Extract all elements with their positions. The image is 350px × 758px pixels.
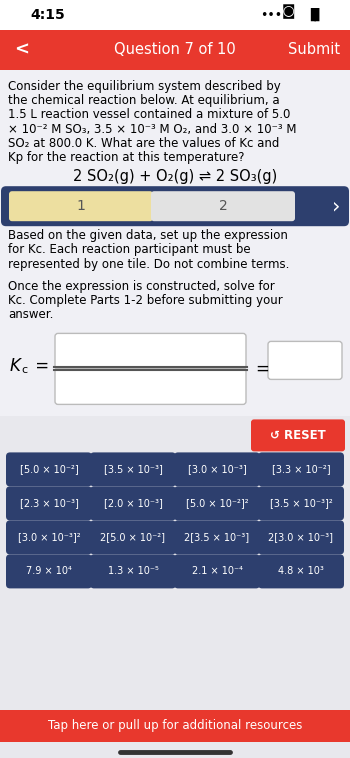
Text: c: c (21, 365, 27, 375)
Text: Kp for the reaction at this temperature?: Kp for the reaction at this temperature? (8, 151, 245, 164)
Text: [3.0 × 10⁻³]: [3.0 × 10⁻³] (188, 465, 246, 475)
FancyBboxPatch shape (90, 453, 176, 487)
Text: ◙: ◙ (282, 5, 295, 19)
FancyBboxPatch shape (258, 487, 344, 521)
FancyBboxPatch shape (0, 710, 350, 742)
Text: 2[5.0 × 10⁻²]: 2[5.0 × 10⁻²] (100, 532, 166, 543)
FancyBboxPatch shape (6, 487, 92, 521)
Text: for Kc. Each reaction participant must be: for Kc. Each reaction participant must b… (8, 243, 251, 256)
Text: 1.5 L reaction vessel contained a mixture of 5.0: 1.5 L reaction vessel contained a mixtur… (8, 108, 290, 121)
Text: [2.3 × 10⁻³]: [2.3 × 10⁻³] (20, 499, 78, 509)
Text: Consider the equilibrium system described by: Consider the equilibrium system describe… (8, 80, 281, 93)
Text: 1.3 × 10⁻⁵: 1.3 × 10⁻⁵ (107, 566, 159, 576)
Text: × 10⁻² M SO₃, 3.5 × 10⁻³ M O₂, and 3.0 × 10⁻³ M: × 10⁻² M SO₃, 3.5 × 10⁻³ M O₂, and 3.0 ×… (8, 123, 296, 136)
FancyBboxPatch shape (6, 453, 92, 487)
Text: •••: ••• (260, 8, 282, 21)
Text: Based on the given data, set up the expression: Based on the given data, set up the expr… (8, 229, 288, 243)
FancyBboxPatch shape (258, 554, 344, 588)
FancyBboxPatch shape (55, 368, 246, 405)
Text: represented by one tile. Do not combine terms.: represented by one tile. Do not combine … (8, 258, 289, 271)
Text: 2: 2 (219, 199, 228, 213)
Text: ↺ RESET: ↺ RESET (270, 429, 326, 442)
FancyBboxPatch shape (9, 191, 153, 221)
Text: Tap here or pull up for additional resources: Tap here or pull up for additional resou… (48, 719, 302, 732)
FancyBboxPatch shape (174, 554, 260, 588)
FancyBboxPatch shape (6, 521, 92, 554)
Text: =: = (255, 359, 269, 377)
FancyBboxPatch shape (0, 416, 350, 758)
FancyBboxPatch shape (0, 0, 350, 30)
Text: Once the expression is constructed, solve for: Once the expression is constructed, solv… (8, 280, 275, 293)
FancyBboxPatch shape (55, 334, 246, 369)
Text: 7.9 × 10⁴: 7.9 × 10⁴ (26, 566, 72, 576)
FancyBboxPatch shape (90, 521, 176, 554)
Text: answer.: answer. (8, 309, 53, 321)
Text: the chemical reaction below. At equilibrium, a: the chemical reaction below. At equilibr… (8, 94, 280, 107)
FancyBboxPatch shape (268, 341, 342, 380)
Text: K: K (10, 358, 21, 375)
Text: [3.5 × 10⁻³]: [3.5 × 10⁻³] (104, 465, 162, 475)
Text: [2.0 × 10⁻³]: [2.0 × 10⁻³] (104, 499, 162, 509)
Text: 2[3.5 × 10⁻³]: 2[3.5 × 10⁻³] (184, 532, 250, 543)
Text: Question 7 of 10: Question 7 of 10 (114, 42, 236, 58)
Text: 2.1 × 10⁻⁴: 2.1 × 10⁻⁴ (191, 566, 243, 576)
FancyBboxPatch shape (174, 521, 260, 554)
FancyBboxPatch shape (1, 186, 349, 226)
Text: 4:15: 4:15 (30, 8, 65, 22)
Text: Kc. Complete Parts 1-2 before submitting your: Kc. Complete Parts 1-2 before submitting… (8, 294, 283, 307)
FancyBboxPatch shape (90, 554, 176, 588)
FancyBboxPatch shape (258, 453, 344, 487)
Text: 2[3.0 × 10⁻³]: 2[3.0 × 10⁻³] (268, 532, 334, 543)
Text: [5.0 × 10⁻²]²: [5.0 × 10⁻²]² (186, 499, 248, 509)
FancyBboxPatch shape (0, 30, 350, 70)
Text: 1: 1 (77, 199, 85, 213)
FancyBboxPatch shape (174, 487, 260, 521)
Text: 4.8 × 10³: 4.8 × 10³ (278, 566, 324, 576)
Text: SO₂ at 800.0 K. What are the values of Kc and: SO₂ at 800.0 K. What are the values of K… (8, 136, 279, 150)
Text: ▐▌: ▐▌ (305, 8, 324, 20)
FancyBboxPatch shape (6, 554, 92, 588)
Text: <: < (14, 41, 29, 59)
FancyBboxPatch shape (258, 521, 344, 554)
FancyBboxPatch shape (174, 453, 260, 487)
Text: =: = (30, 358, 49, 375)
Text: [3.0 × 10⁻³]²: [3.0 × 10⁻³]² (18, 532, 80, 543)
Text: [3.5 × 10⁻³]²: [3.5 × 10⁻³]² (270, 499, 332, 509)
Text: [3.3 × 10⁻²]: [3.3 × 10⁻²] (272, 465, 330, 475)
FancyBboxPatch shape (90, 487, 176, 521)
Text: [5.0 × 10⁻²]: [5.0 × 10⁻²] (20, 465, 78, 475)
Text: 2 SO₂(g) + O₂(g) ⇌ 2 SO₃(g): 2 SO₂(g) + O₂(g) ⇌ 2 SO₃(g) (73, 169, 277, 183)
FancyBboxPatch shape (251, 419, 345, 452)
FancyBboxPatch shape (151, 191, 295, 221)
Text: ›: › (332, 196, 340, 216)
Text: Submit: Submit (288, 42, 340, 58)
